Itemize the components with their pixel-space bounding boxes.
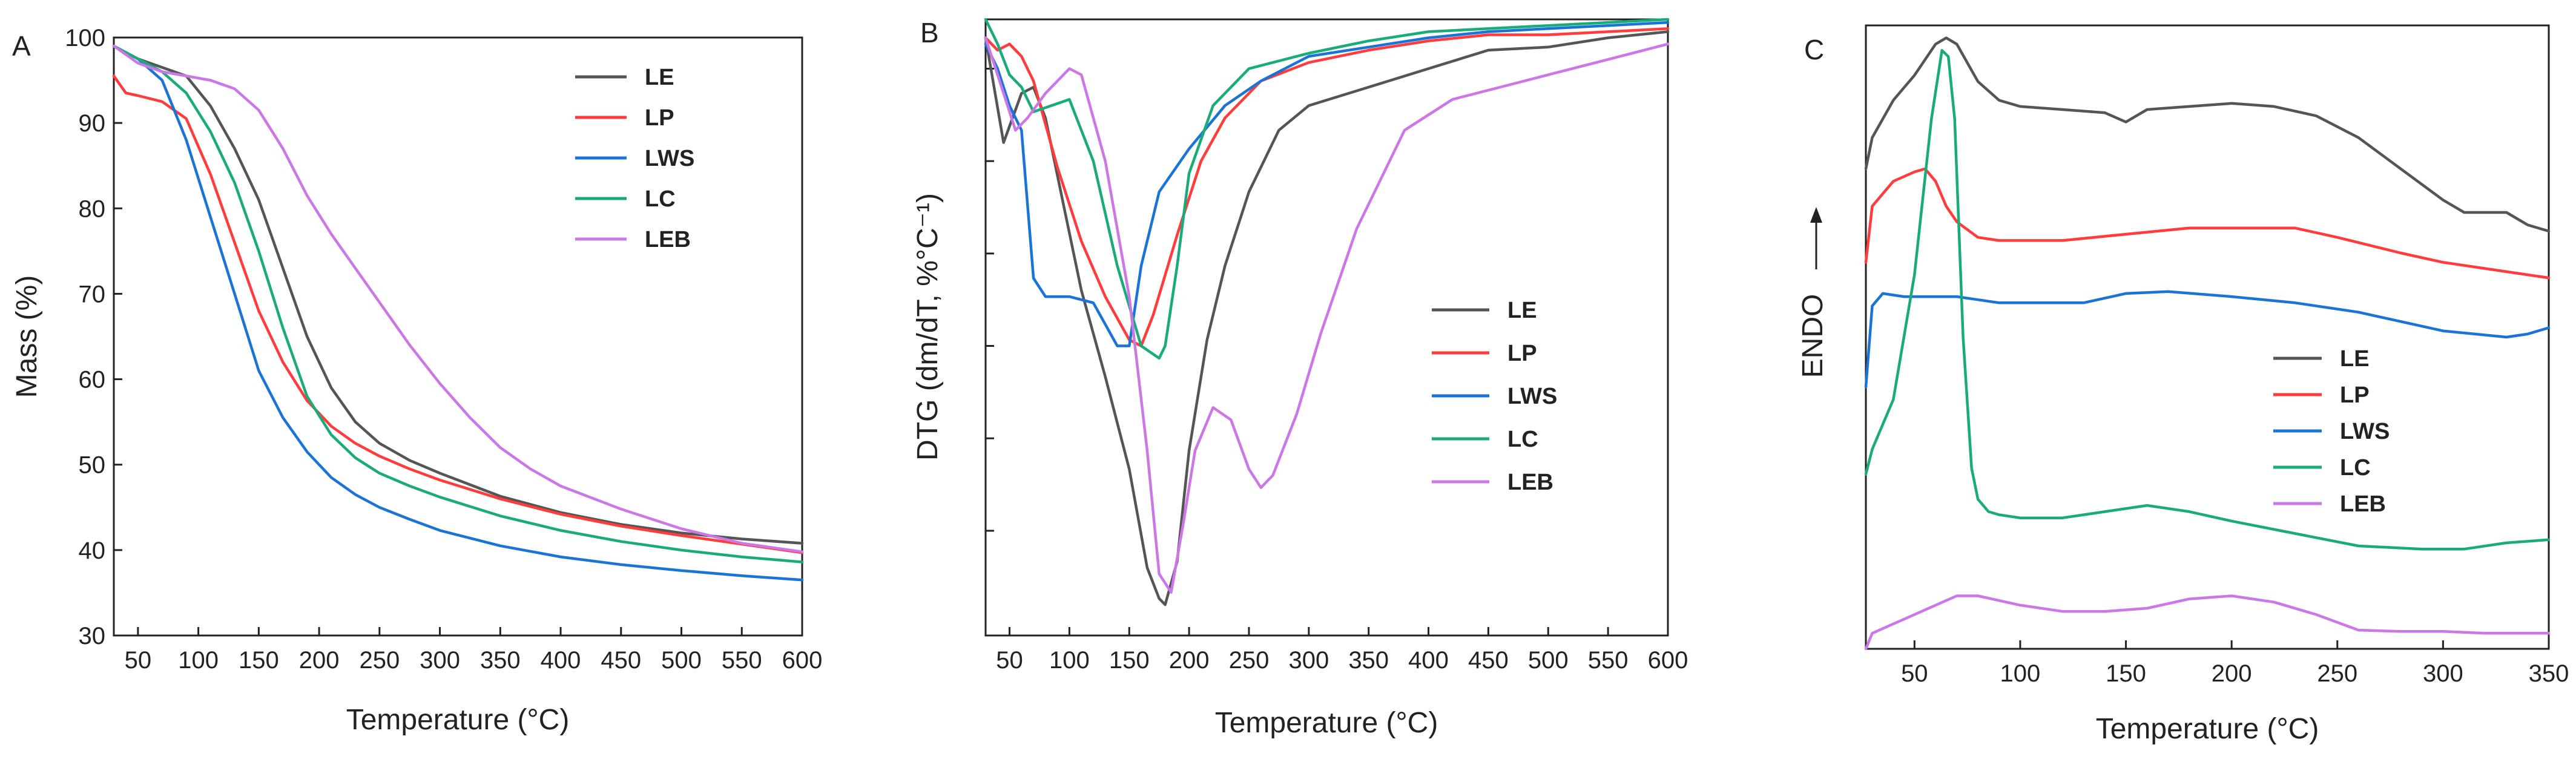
x-tick-label: 200 [2212, 660, 2252, 687]
series-line-lws [112, 44, 804, 582]
legend-label-lc: LC [1507, 427, 1538, 452]
legend-label-lws: LWS [1507, 384, 1557, 409]
panel-b-legend: LE LP LWS LC LEB [1432, 298, 1557, 495]
series-line-lp [984, 27, 1670, 347]
x-tick-label: 600 [782, 647, 823, 674]
series-line-leb [1864, 594, 2551, 651]
series-line-lp [1864, 167, 2551, 280]
x-tick-label: 550 [1588, 647, 1629, 674]
panel-c-x-axis-title: Temperature (°C) [2096, 713, 2319, 745]
x-tick-label: 350 [1348, 647, 1389, 674]
panel-c-plot-frame [1865, 24, 2550, 650]
series-line-le [112, 44, 804, 545]
x-tick-label: 50 [1901, 660, 1928, 687]
panel-a-plot-frame [113, 36, 803, 637]
x-tick-label: 550 [722, 647, 762, 674]
series-line-lws [984, 21, 1670, 347]
x-tick-label: 200 [299, 647, 340, 674]
series-line-leb [112, 44, 804, 553]
legend-label-leb: LEB [2340, 491, 2386, 517]
panel-b-y-ticks [986, 67, 994, 532]
panel-a-x-axis-title: Temperature (°C) [346, 704, 570, 736]
x-tick-label: 450 [1468, 647, 1509, 674]
panel-b-x-ticks: 50 100 150 200 250 300 350 400 450 500 550 600 [996, 627, 1688, 674]
y-tick-label: 70 [79, 281, 106, 307]
x-tick-label: 100 [178, 647, 219, 674]
x-tick-label: 150 [1109, 647, 1150, 674]
x-tick-label: 100 [2000, 660, 2041, 687]
series-line-lc [112, 44, 804, 563]
legend-label-lp: LP [2340, 383, 2370, 408]
legend-label-lp: LP [1507, 341, 1537, 366]
panel-a-series [112, 44, 804, 582]
x-tick-label: 100 [1049, 647, 1090, 674]
x-tick-label: 150 [239, 647, 279, 674]
panel-b-series [984, 18, 1670, 606]
y-tick-label: 90 [79, 110, 106, 137]
x-tick-label: 150 [2106, 660, 2146, 687]
x-tick-label: 500 [1528, 647, 1569, 674]
y-tick-label: 40 [79, 537, 106, 564]
series-line-leb [984, 36, 1670, 594]
y-tick-label: 100 [65, 25, 105, 51]
panel-c-y-axis-title: ENDO [1797, 294, 1829, 378]
legend-label-le: LE [645, 65, 674, 90]
legend-label-lws: LWS [2340, 419, 2390, 444]
panel-c-x-ticks: 50 100 150 200 250 300 350 [1901, 640, 2569, 687]
legend-label-lc: LC [645, 186, 676, 212]
panel-c-legend: LE LP LWS LC LEB [2273, 346, 2390, 517]
x-tick-label: 500 [661, 647, 702, 674]
x-tick-label: 250 [1229, 647, 1270, 674]
panel-a-legend: LE LP LWS LC LEB [575, 65, 694, 252]
series-line-lp [112, 74, 804, 554]
panel-b-y-axis-title: DTG (dm/dT, %°C⁻¹) [912, 193, 944, 461]
y-tick-label: 30 [79, 623, 106, 649]
y-tick-label: 60 [79, 367, 106, 393]
panel-b-x-axis-title: Temperature (°C) [1215, 707, 1438, 739]
x-tick-label: 400 [1408, 647, 1449, 674]
endo-arrow-head-icon [1810, 207, 1822, 223]
x-tick-label: 350 [2529, 660, 2569, 687]
x-tick-label: 350 [480, 647, 521, 674]
panel-a-y-axis-title: Mass (%) [11, 275, 43, 398]
x-tick-label: 50 [125, 647, 152, 674]
x-tick-label: 400 [541, 647, 581, 674]
panel-c: C 50 100 150 200 250 300 350 Temperature (°C) … [1797, 24, 2569, 745]
panel-b-plot-frame [984, 18, 1669, 637]
x-tick-label: 50 [996, 647, 1023, 674]
series-line-lws [1864, 290, 2551, 389]
legend-label-leb: LEB [645, 227, 691, 252]
x-tick-label: 300 [420, 647, 460, 674]
panel-a-y-ticks: 30 40 50 60 70 80 90 100 [65, 25, 122, 649]
x-tick-label: 300 [2423, 660, 2463, 687]
x-tick-label: 250 [359, 647, 400, 674]
legend-label-lws: LWS [645, 146, 694, 171]
x-tick-label: 300 [1288, 647, 1329, 674]
series-line-le [1864, 36, 2551, 233]
y-tick-label: 50 [79, 452, 106, 479]
x-tick-label: 200 [1169, 647, 1210, 674]
x-tick-label: 600 [1648, 647, 1688, 674]
legend-label-le: LE [2340, 346, 2370, 372]
series-line-lc [1864, 48, 2551, 551]
legend-label-lp: LP [645, 105, 674, 131]
panel-c-series [1864, 36, 2551, 651]
panel-a-label: A [12, 30, 31, 62]
legend-label-lc: LC [2340, 455, 2371, 481]
panel-a-x-ticks: 50 100 150 200 250 300 350 400 450 500 550 600 [125, 627, 823, 674]
panel-c-label: C [1804, 34, 1824, 65]
y-tick-label: 80 [79, 195, 106, 222]
panel-b-label: B [920, 17, 939, 48]
legend-label-le: LE [1507, 298, 1537, 323]
panel-a: A 50 100 150 200 250 300 350 400 450 500 550 600 30… [11, 25, 822, 736]
panel-b: B 50 100 150 200 250 300 350 400 450 500 550 600 Te… [912, 17, 1688, 739]
x-tick-label: 250 [2317, 660, 2357, 687]
legend-label-leb: LEB [1507, 470, 1553, 495]
x-tick-label: 450 [601, 647, 641, 674]
series-line-lc [984, 18, 1670, 360]
